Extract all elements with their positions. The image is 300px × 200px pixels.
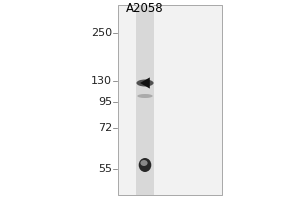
Polygon shape bbox=[140, 77, 150, 89]
Text: 95: 95 bbox=[98, 97, 112, 107]
Text: 250: 250 bbox=[91, 28, 112, 38]
Ellipse shape bbox=[140, 160, 148, 166]
Ellipse shape bbox=[137, 94, 153, 98]
Text: A2058: A2058 bbox=[126, 2, 164, 15]
Text: 72: 72 bbox=[98, 123, 112, 133]
Text: 130: 130 bbox=[91, 76, 112, 86]
Text: 55: 55 bbox=[98, 164, 112, 174]
Ellipse shape bbox=[136, 79, 154, 86]
FancyBboxPatch shape bbox=[136, 5, 154, 195]
Ellipse shape bbox=[139, 158, 151, 172]
FancyBboxPatch shape bbox=[118, 5, 222, 195]
